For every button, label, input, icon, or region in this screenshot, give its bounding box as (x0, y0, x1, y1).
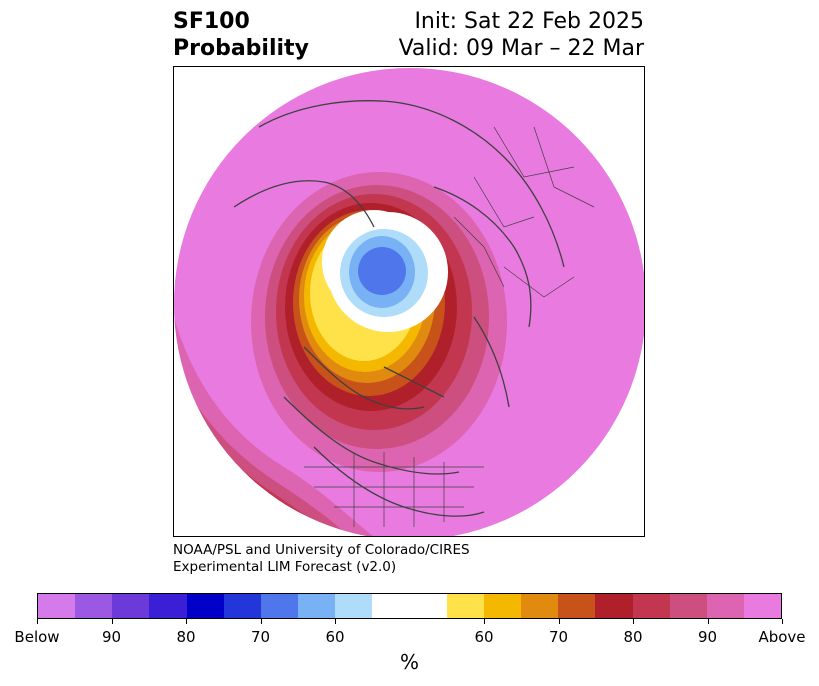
colorbar-tick-label: 60 (474, 628, 494, 646)
colorbar-swatch (335, 594, 373, 618)
colorbar-swatch (743, 594, 782, 618)
colorbar-swatch (595, 594, 633, 618)
title-line2: Probability (173, 36, 309, 61)
colorbar-swatch (112, 594, 150, 618)
colorbar-tick-mark (186, 619, 187, 624)
valid-range: Valid: 09 Mar – 22 Mar (398, 36, 644, 61)
colorbar-tick-label: 90 (101, 628, 122, 646)
colorbar-tick-label: 70 (548, 628, 569, 646)
title-line1: SF100 (173, 9, 250, 34)
contour-blue (358, 247, 406, 295)
colorbar-tick-label: Below (14, 628, 60, 646)
political-borders (304, 126, 595, 527)
colorbar-swatch (149, 594, 187, 618)
colorbar-tick-mark (335, 619, 336, 624)
colorbar-tick-mark (111, 619, 113, 624)
colorbar-tick-mark (707, 619, 709, 624)
colorbar-tick-label: 90 (697, 628, 718, 646)
credit-line1: NOAA/PSL and University of Colorado/CIRE… (173, 542, 470, 558)
colorbar-tick-mark (558, 619, 560, 624)
colorbar-tick-mark (260, 619, 262, 624)
colorbar-tick-mark (484, 619, 485, 624)
colorbar-swatch (298, 594, 336, 618)
colorbar-swatch (223, 594, 261, 618)
colorbar-tick-label: 80 (176, 628, 196, 646)
colorbar-tick-label: 70 (250, 628, 271, 646)
init-date: Init: Sat 22 Feb 2025 (414, 9, 644, 34)
colorbar-swatch (75, 594, 113, 618)
colorbar-tick-mark (633, 619, 634, 624)
colorbar-swatch (372, 594, 410, 618)
colorbar-swatch (669, 594, 707, 618)
probability-map (173, 66, 645, 537)
colorbar-swatch (260, 594, 299, 618)
colorbar-swatch (706, 594, 744, 618)
colorbar-swatch (446, 594, 484, 618)
colorbar (37, 593, 782, 619)
colorbar-unit: % (399, 650, 419, 674)
colorbar-tick-label: 80 (623, 628, 643, 646)
colorbar-swatch (38, 594, 76, 618)
colorbar-tick-label: Above (758, 628, 806, 646)
colorbar-swatch (558, 594, 596, 618)
colorbar-swatch (632, 594, 670, 618)
colorbar-swatch (186, 594, 224, 618)
colorbar-swatch (521, 594, 559, 618)
colorbar-swatch (483, 594, 522, 618)
colorbar-tick-mark (37, 619, 38, 624)
colorbar-tick-mark (782, 619, 783, 624)
credit-line2: Experimental LIM Forecast (v2.0) (173, 559, 397, 575)
map-svg (174, 68, 644, 536)
colorbar-tick-label: 60 (325, 628, 345, 646)
colorbar-swatch (409, 594, 447, 618)
